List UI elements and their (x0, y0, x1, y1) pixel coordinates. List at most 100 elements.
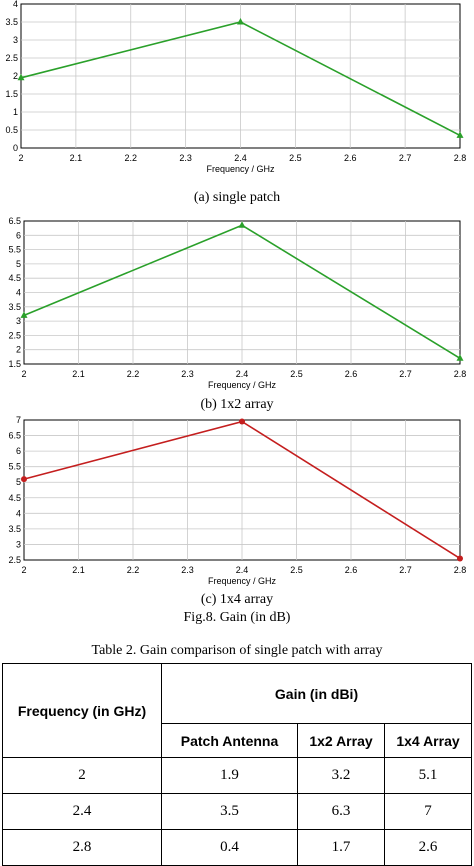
x-tick-label: 2.4 (234, 153, 247, 163)
y-tick-label: 4 (13, 0, 18, 9)
y-tick-label: 4 (16, 508, 21, 518)
x-tick-label: 2.6 (345, 565, 358, 575)
y-tick-label: 4.5 (8, 493, 21, 503)
y-tick-label: 6.5 (8, 216, 21, 226)
chart-svg: 2 2.1 2.2 2.3 2.4 2.5 2.6 2.7 2.8 2.5 3 3.5 4 4.5 5 5.5… (8, 415, 467, 586)
data-point (456, 131, 464, 138)
x-tick-label: 2.3 (181, 565, 194, 575)
x-tick-label: 2.2 (124, 153, 137, 163)
table-cell: 2 (2, 757, 162, 794)
y-tick-label: 6.5 (8, 431, 21, 441)
data-point (238, 221, 246, 228)
y-tick-label: 4 (16, 288, 21, 298)
gain-header: Gain (in dBi) (161, 663, 472, 724)
x-tick-label: 2.7 (399, 369, 412, 379)
y-tick-label: 5.5 (8, 462, 21, 472)
y-tick-label: 0 (13, 143, 18, 153)
chart-caption: (b) 1x2 array (200, 397, 274, 412)
chart-1x2-array: 2 2.1 2.2 2.3 2.4 2.5 2.6 2.7 2.8 1.5 2 2.5 3 3.5 4 4.5… (0, 0, 474, 420)
data-point (237, 18, 244, 25)
data-point (457, 555, 463, 562)
y-tick-label: 3.5 (8, 302, 21, 312)
table-cell: 2.8 (2, 829, 162, 866)
x-tick-label: 2.8 (454, 565, 467, 575)
y-tick-label: 4.5 (8, 273, 21, 283)
chart-caption: (a) single patch (193, 190, 281, 205)
data-point (456, 354, 464, 361)
chart-1x4-array: 2 2.1 2.2 2.3 2.4 2.5 2.6 2.7 2.8 2.5 3 3.5 4 4.5 5 5.5… (8, 415, 467, 607)
y-tick-label: 3 (16, 316, 21, 326)
y-tick-label: 3 (13, 35, 18, 45)
data-point (17, 73, 25, 81)
y-tick-label: 7 (16, 415, 21, 425)
chart-caption: (c) 1x4 array (200, 592, 274, 607)
y-tick-label: 2.5 (8, 330, 21, 340)
table-cell: 0.4 (161, 829, 298, 866)
x-tick-label: 2.8 (454, 369, 467, 379)
x-tick-label: 2.1 (72, 565, 85, 575)
x-tick-label: 2.6 (344, 153, 357, 163)
x-tick-label: 2.5 (290, 565, 303, 575)
x-tick-label: 2 (21, 565, 26, 575)
x-tick-label: 2.1 (72, 369, 85, 379)
y-tick-label: 1.5 (5, 89, 18, 99)
y-tick-label: 2.5 (5, 53, 18, 63)
x-tick-label: 2.8 (454, 153, 467, 163)
y-tick-label: 2.5 (8, 555, 21, 565)
column-header: Patch Antenna (161, 723, 298, 758)
x-tick-label: 2.5 (289, 153, 302, 163)
table-cell: 2.6 (384, 829, 472, 866)
x-tick-label: 2.2 (127, 369, 140, 379)
data-point (239, 418, 245, 425)
column-header: 1x4 Array (384, 723, 472, 758)
chart-svg: 2 2.1 2.2 2.3 2.4 2.5 2.6 2.7 2.81.522.533.544.5… (8, 216, 467, 390)
x-tick-label: 2 (21, 369, 26, 379)
x-tick-label: 2.7 (399, 565, 412, 575)
table-cell: 1.7 (297, 829, 385, 866)
chart-svg: 2 2.1 2.2 2.3 2.4 2.5 2.6 2.7 2.8 0 0.5 1 1.5 2 2.5 3 3.… (5, 0, 467, 174)
y-tick-label: 3.5 (8, 524, 21, 534)
x-tick-label: 2.3 (181, 369, 194, 379)
y-tick-label: 2 (13, 71, 18, 81)
x-tick-label: 2.1 (70, 153, 83, 163)
table-cell: 6.3 (297, 793, 385, 830)
table-row: 2 1.9 3.2 5.1 (2, 757, 472, 794)
table-cell: 1.9 (161, 757, 298, 794)
y-tick-label: 5 (16, 477, 21, 487)
table-cell: 3.2 (297, 757, 385, 794)
table-cell: 7 (384, 793, 472, 830)
x-tick-label: 2.6 (345, 369, 358, 379)
table-cell: 2.4 (2, 793, 162, 830)
y-tick-label: 3.5 (5, 17, 18, 27)
figure-caption: Fig.8. Gain (in dB) (183, 610, 291, 625)
y-tick-label: 6 (16, 446, 21, 456)
y-tick-label: 1.5 (8, 359, 21, 369)
y-tick-label: 5.5 (8, 245, 21, 255)
column-header: 1x2 Array (297, 723, 385, 758)
data-point (20, 311, 28, 318)
table-row: 2.4 3.5 6.3 7 (2, 793, 472, 830)
gain-table: Frequency (in GHz) Gain (in dBi) Patch A… (2, 663, 472, 866)
table-title: Table 2. Gain comparison of single patch… (91, 643, 383, 658)
y-tick-label: 3 (16, 539, 21, 549)
x-axis-label: Frequency / GHz (208, 576, 277, 586)
data-point (21, 476, 27, 483)
x-tick-label: 2.4 (236, 565, 249, 575)
table-row: 2.8 0.4 1.7 2.6 (2, 829, 472, 866)
table-cell: 3.5 (161, 793, 298, 830)
x-tick-label: 2.5 (290, 369, 303, 379)
x-tick-label: 2.7 (399, 153, 412, 163)
x-axis-label: Frequency / GHz (206, 164, 275, 174)
x-tick-label: 2.3 (179, 153, 192, 163)
chart-single-patch: 2 2.1 2.2 2.3 2.4 2.5 2.6 2.7 2.8 0 0.5 1 1.5 2 2.5 3 3.… (0, 0, 474, 205)
x-tick-label: 2.4 (236, 369, 249, 379)
y-tick-label: 1 (13, 107, 18, 117)
y-tick-label: 0.5 (5, 125, 18, 135)
table-cell: 5.1 (384, 757, 472, 794)
x-tick-label: 2.2 (127, 565, 140, 575)
frequency-header: Frequency (in GHz) (2, 663, 162, 758)
x-axis-label: Frequency / GHz (208, 380, 277, 390)
y-tick-label: 2 (16, 345, 21, 355)
y-tick-label: 6 (16, 230, 21, 240)
y-tick-label: 5 (16, 259, 21, 269)
